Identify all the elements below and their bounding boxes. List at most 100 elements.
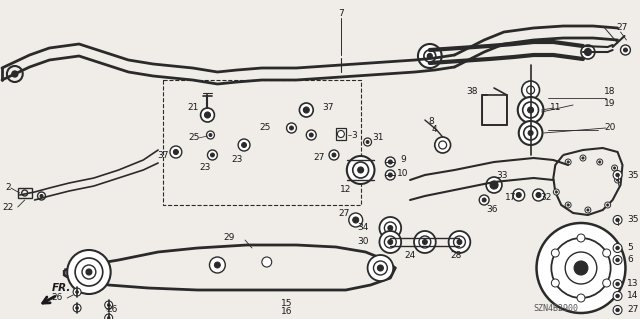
Text: 5: 5 (627, 243, 633, 253)
Circle shape (574, 261, 588, 275)
Circle shape (200, 108, 214, 122)
Text: 23: 23 (232, 155, 243, 165)
Circle shape (527, 107, 534, 113)
Text: 3: 3 (351, 130, 356, 139)
Text: 10: 10 (397, 168, 409, 177)
Text: 32: 32 (541, 194, 552, 203)
Text: 12: 12 (340, 186, 351, 195)
Text: 36: 36 (486, 205, 498, 214)
Text: 35: 35 (627, 170, 639, 180)
Circle shape (170, 146, 182, 158)
Circle shape (241, 143, 246, 147)
Circle shape (108, 303, 110, 307)
Text: SZN4B2900: SZN4B2900 (534, 304, 579, 313)
Circle shape (388, 173, 392, 177)
Circle shape (612, 165, 618, 171)
Circle shape (616, 173, 620, 177)
Circle shape (385, 236, 396, 248)
Circle shape (214, 262, 220, 268)
Circle shape (75, 258, 103, 286)
Circle shape (613, 167, 616, 169)
Circle shape (358, 167, 364, 173)
Circle shape (209, 257, 225, 273)
Circle shape (524, 126, 538, 140)
Text: 6: 6 (627, 256, 633, 264)
Circle shape (287, 123, 296, 133)
Text: 37: 37 (323, 103, 334, 113)
Bar (163, 80, 361, 205)
Circle shape (565, 202, 571, 208)
Circle shape (522, 81, 540, 99)
Circle shape (332, 153, 336, 157)
Circle shape (418, 44, 442, 68)
Circle shape (38, 192, 45, 200)
Text: 7: 7 (338, 9, 344, 18)
Text: 27: 27 (617, 24, 628, 33)
Circle shape (173, 150, 179, 154)
Text: 24: 24 (404, 250, 416, 259)
Circle shape (482, 198, 486, 202)
Circle shape (554, 189, 559, 195)
Text: 9: 9 (400, 155, 406, 165)
Circle shape (613, 306, 622, 315)
Circle shape (374, 261, 387, 275)
Circle shape (337, 130, 344, 137)
Text: 16: 16 (281, 308, 292, 316)
Circle shape (211, 153, 214, 157)
Text: 11: 11 (550, 103, 561, 113)
Circle shape (614, 177, 621, 183)
Circle shape (422, 240, 428, 244)
Text: 29: 29 (223, 233, 235, 241)
Circle shape (479, 195, 489, 205)
Circle shape (603, 279, 611, 287)
Circle shape (613, 243, 622, 253)
Circle shape (552, 279, 559, 287)
Circle shape (428, 54, 432, 58)
Circle shape (67, 250, 111, 294)
Circle shape (347, 156, 374, 184)
Text: 27: 27 (338, 210, 349, 219)
Circle shape (598, 161, 601, 163)
Circle shape (580, 155, 586, 161)
Circle shape (490, 181, 498, 189)
Circle shape (551, 238, 611, 298)
Text: 31: 31 (372, 133, 384, 143)
Circle shape (388, 226, 393, 231)
Text: 26: 26 (52, 293, 63, 302)
Circle shape (307, 130, 316, 140)
Circle shape (613, 256, 622, 264)
Circle shape (457, 240, 462, 244)
Circle shape (40, 195, 43, 197)
Circle shape (616, 308, 620, 312)
Circle shape (577, 234, 585, 242)
Circle shape (86, 269, 92, 275)
Circle shape (605, 202, 611, 208)
Circle shape (73, 288, 81, 296)
Circle shape (289, 126, 294, 130)
Circle shape (209, 133, 212, 137)
Circle shape (454, 236, 465, 248)
Circle shape (207, 131, 214, 139)
Text: 25: 25 (259, 123, 271, 132)
Text: 23: 23 (200, 164, 211, 173)
Circle shape (623, 48, 627, 52)
Circle shape (262, 257, 272, 267)
Text: 27: 27 (314, 152, 325, 161)
Circle shape (385, 170, 396, 180)
Circle shape (582, 157, 584, 159)
Circle shape (309, 133, 313, 137)
Circle shape (581, 45, 595, 59)
Text: 35: 35 (627, 216, 639, 225)
Circle shape (76, 307, 79, 309)
Circle shape (349, 213, 363, 227)
Text: 37: 37 (157, 151, 169, 160)
Text: 14: 14 (627, 292, 639, 300)
Circle shape (621, 45, 630, 55)
Circle shape (378, 265, 383, 271)
Circle shape (435, 137, 451, 153)
Circle shape (613, 279, 622, 288)
Circle shape (536, 223, 625, 313)
Circle shape (105, 301, 113, 309)
Circle shape (207, 150, 218, 160)
Circle shape (616, 294, 620, 298)
